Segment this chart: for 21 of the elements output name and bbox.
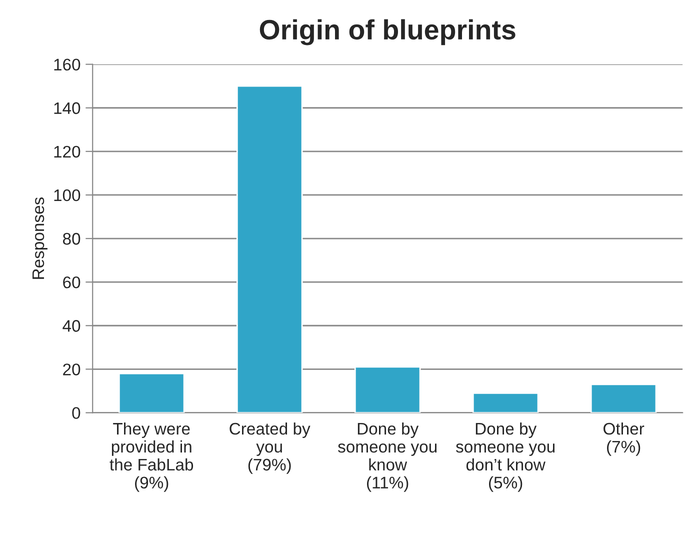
bar [590,384,657,413]
y-tick-label: 120 [54,146,80,158]
y-tick-label: 140 [54,102,80,114]
bar [236,85,303,413]
y-tick-label: 40 [62,320,80,332]
x-tick-label: Done by someone you know (11%) [338,422,437,492]
y-tick-label: 60 [63,276,80,288]
y-tick-label: 0 [72,407,80,419]
y-tick-label: 100 [54,189,80,202]
x-tick-label: Done by someone you don’t know (5%) [456,422,555,492]
bar [354,366,421,413]
chart-title: Origin of blueprints [260,19,516,46]
x-tick-label: They were provided in the FabLab (9%) [110,422,194,492]
y-tick-label: 160 [54,58,80,71]
y-axis-title: Responses [32,197,48,279]
x-tick-label: Created by you (79%) [230,422,310,474]
bar [118,372,185,413]
y-tick-label: 80 [62,232,80,245]
y-tick-label: 20 [63,364,80,376]
bar [472,392,539,413]
x-tick-label: Other (7%) [604,422,644,456]
